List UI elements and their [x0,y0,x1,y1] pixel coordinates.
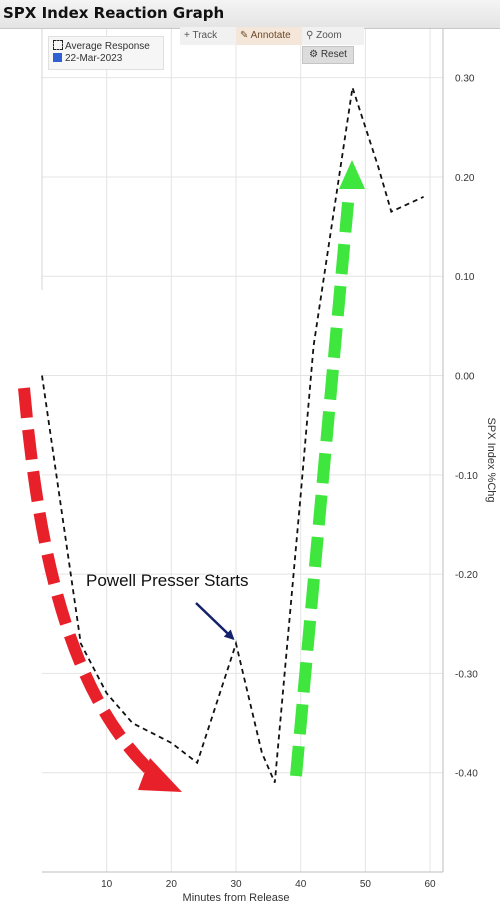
pencil-icon: ✎ [240,30,249,41]
annotate-button[interactable]: ✎ Annotate [236,27,306,45]
reset-button[interactable]: ⚙ Reset [302,46,354,64]
red-arrow-head-icon [138,758,182,792]
y-tick-label: -0.10 [455,471,478,482]
x-tick-label: 20 [166,879,178,890]
zoom-label: Zoom [316,30,342,41]
series-group [41,87,424,783]
annotate-label: Annotate [250,30,291,41]
y-tick-label: 0.20 [455,173,475,184]
legend: Average Response 22-Mar-2023 [48,36,164,70]
chart-title: SPX Index Reaction Graph [3,4,225,22]
y-tick-label: -0.30 [455,669,478,680]
gear-icon: ⚙ [309,49,319,60]
y-tick-label: 0.30 [455,74,475,85]
legend-item-average[interactable]: Average Response [53,40,150,52]
y-axis-title: SPX Index %Chg [485,418,497,503]
x-tick-label: 30 [230,879,242,890]
legend-label-date: 22-Mar-2023 [65,53,123,64]
reset-label: Reset [320,49,347,60]
annotation-text: Powell Presser Starts [86,571,249,590]
dashed-swatch-icon [53,40,63,50]
series-line-0 [41,87,424,783]
plus-icon: + [184,30,190,41]
blue-swatch-icon [53,53,62,62]
title-bar: SPX Index Reaction Graph [0,0,500,29]
green-dashed-arrow-shaft [290,191,355,777]
red-dashed-arrow-shaft [18,387,161,781]
y-tick-label: 0.00 [455,372,475,383]
y-tick-label: 0.10 [455,272,475,283]
track-button[interactable]: + Track [180,27,240,45]
x-axis-title: Minutes from Release [183,892,290,903]
x-tick-label: 40 [295,879,307,890]
legend-item-date[interactable]: 22-Mar-2023 [53,53,122,65]
overlay-arrows [18,160,365,792]
legend-label-average: Average Response [65,41,150,52]
green-arrow-head-icon [339,160,365,189]
x-tick-label: 50 [360,879,372,890]
annotation-arrow [195,602,235,641]
zoom-button[interactable]: ⚲ Zoom [302,27,364,45]
grid-lines [42,28,443,872]
y-tick-label: -0.20 [455,570,478,581]
y-tick-label: -0.40 [455,769,478,780]
magnifier-icon: ⚲ [306,30,314,41]
track-label: Track [192,30,218,41]
x-tick-label: 10 [101,879,113,890]
axes: 10 20 30 40 50 60 0.30 0.20 0.10 0.00 -0.10 -0.20 -0… [41,28,497,903]
x-tick-label: 60 [425,879,437,890]
annotations: Powell Presser Starts [86,571,249,641]
